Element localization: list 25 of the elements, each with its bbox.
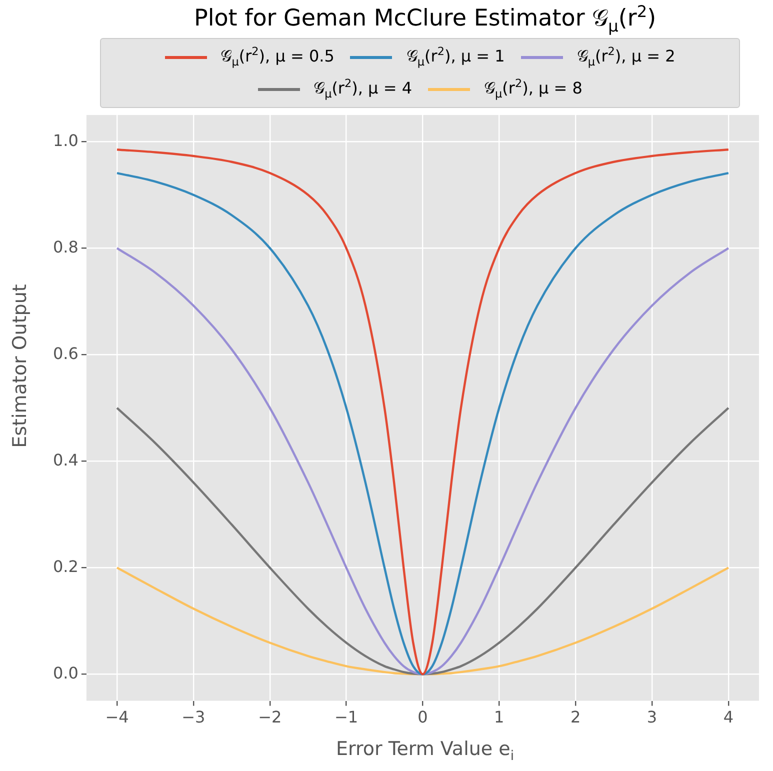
y-tick-label: 1.0 [52,130,78,150]
x-tick-label: 1 [494,708,504,727]
legend-label: 𝒢$_{μ}$(r$^{2}$), μ = 0.5 [220,45,334,69]
x-tick-label: −4 [105,708,129,727]
y-axis-title: Estimator Output [9,283,31,450]
y-tick-label: 0.2 [52,556,78,576]
chart-title: Plot for Geman McClure Estimator 𝒢$_{μ}$(r$^{2}$) [192,2,658,36]
x-tick-label: 2 [570,708,581,727]
x-axis-title: Error Term Value e$_{i}$ [334,738,516,764]
y-tick-label: 0.6 [52,344,78,363]
line-series [116,406,730,676]
legend-label: 𝒢$_{μ}$(r$^{2}$), μ = 4 [314,77,412,101]
x-tick-label: 4 [723,708,734,727]
x-tick-label: 3 [646,708,658,727]
y-tick-label: 0.4 [52,450,78,470]
x-tick-label: −1 [334,708,358,727]
x-tick-label: 0 [418,708,428,727]
x-tick-label: −2 [258,708,282,727]
line-series [116,566,730,676]
x-tick-label: −3 [182,708,206,727]
y-tick-label: 0.8 [52,237,78,256]
y-tick-label: 0.0 [52,663,78,682]
legend-label: 𝒢$_{μ}$(r$^{2}$), μ = 1 [406,45,505,69]
legend-label: 𝒢$_{μ}$(r$^{2}$), μ = 8 [484,77,582,101]
legend-label: 𝒢$_{μ}$(r$^{2}$), μ = 2 [576,45,676,69]
